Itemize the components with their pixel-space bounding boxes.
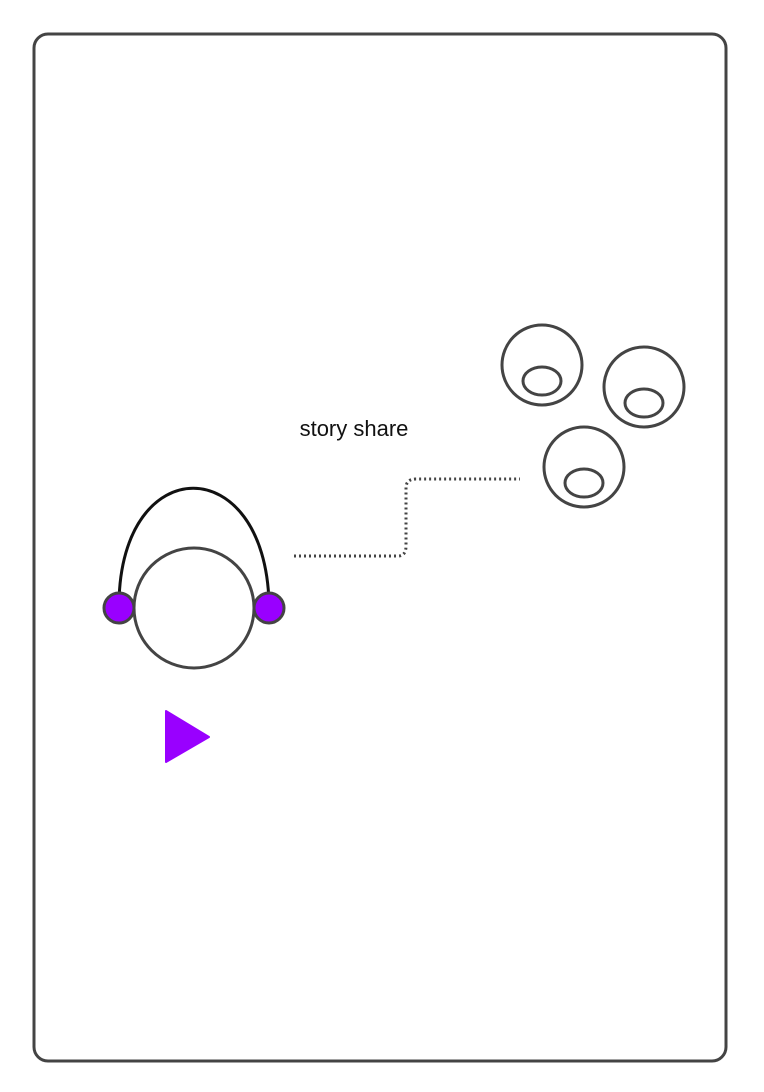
audience-head: [602, 345, 686, 429]
audience-head: [542, 425, 626, 509]
play-icon[interactable]: [165, 710, 210, 763]
headband: [117, 486, 271, 604]
headphones-listener-icon: [102, 486, 286, 670]
card-frame: [32, 32, 728, 1063]
audience-head: [500, 323, 584, 407]
right-earcup: [252, 591, 286, 625]
audience-heads-icon: [500, 323, 686, 509]
caption-label: story share: [300, 416, 409, 441]
left-earcup: [102, 591, 136, 625]
listener-head: [132, 546, 256, 670]
